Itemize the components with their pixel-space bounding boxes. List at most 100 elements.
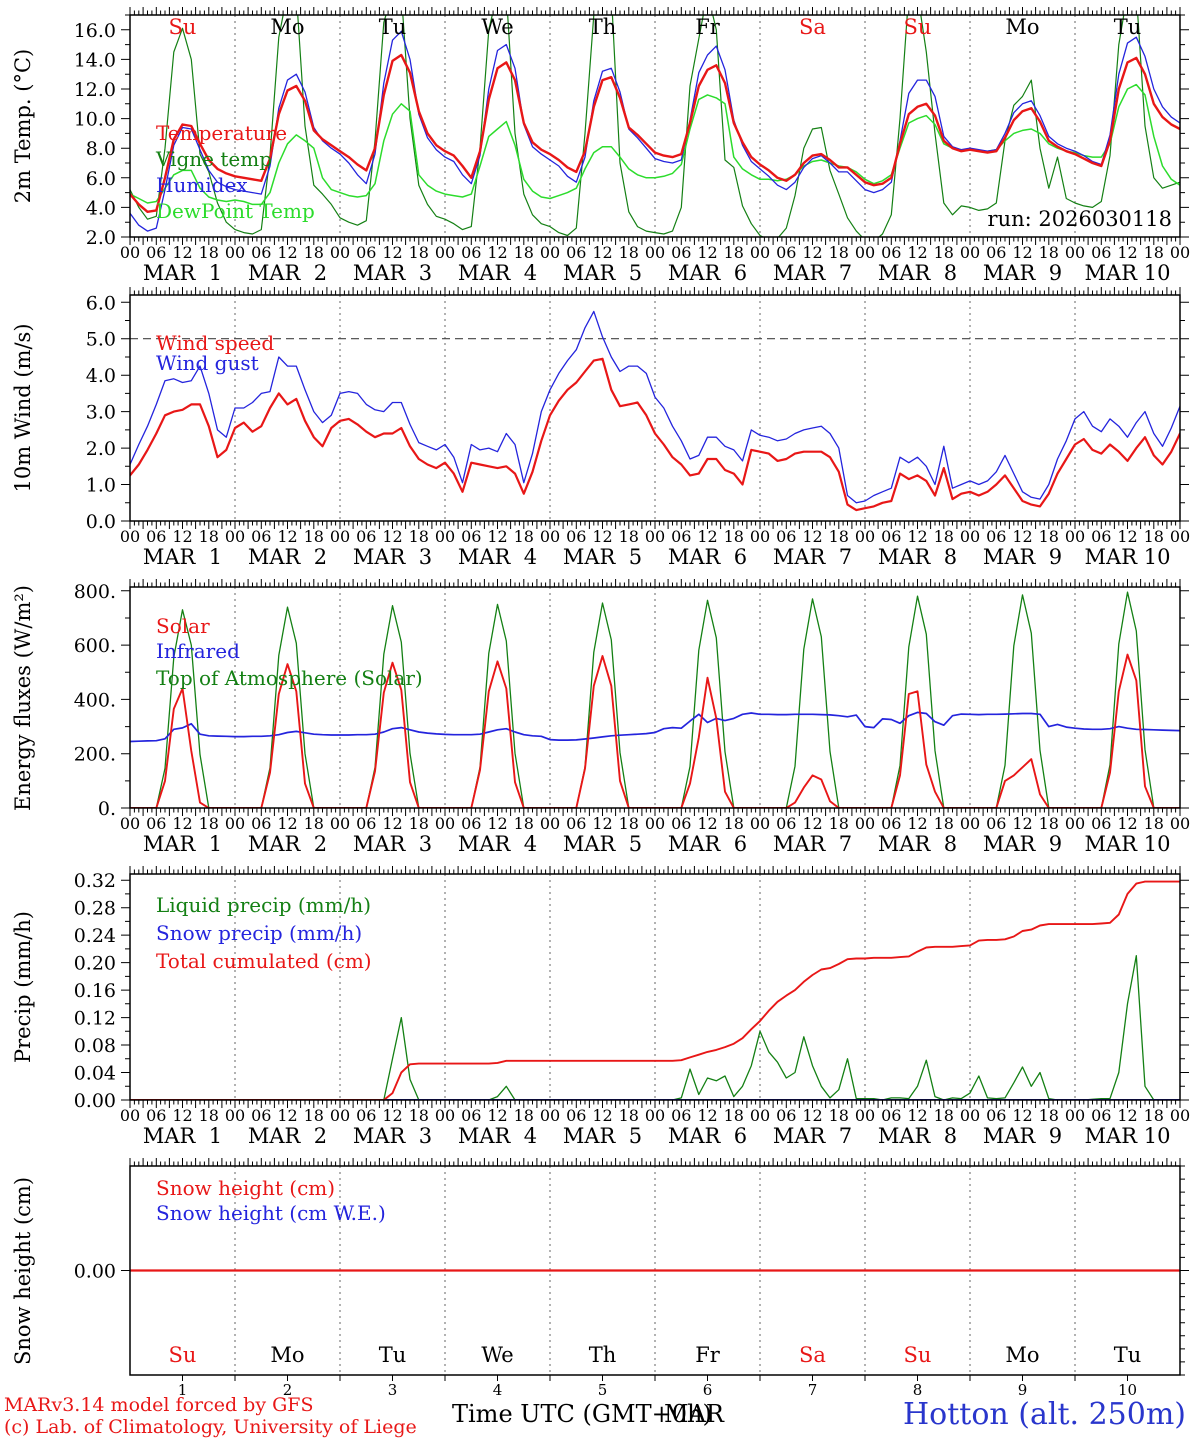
y-tick-label: 8.0 [86,138,116,160]
y-tick-label: 3.0 [86,402,116,424]
hour-label: 18 [829,527,849,546]
hour-label: 00 [750,814,770,833]
month-axis-label: MAR [664,1400,725,1428]
series-solar [130,653,1180,808]
y-tick-label: 0.00 [74,1261,116,1283]
x-ticks-top [129,287,1181,295]
hour-label: 06 [566,814,586,833]
hour-label-final: 00 [1170,814,1190,833]
date-label: MAR 4 [458,545,537,569]
hour-label: 06 [251,243,271,262]
hour-label: 06 [776,527,796,546]
y-tick-label: 12.0 [74,79,116,101]
hour-label: 12 [592,527,612,546]
hour-label: 06 [1091,814,1111,833]
y-tick-label: 0.04 [74,1063,116,1085]
hour-label: 00 [330,814,350,833]
series-group-precip [130,880,1180,1100]
hour-label: 00 [960,1106,980,1125]
y-ticks [121,590,1189,809]
hour-label: 00 [855,243,875,262]
hour-label: 00 [1065,243,1085,262]
hour-label: 12 [382,527,402,546]
y-tick-label: 0.16 [74,980,116,1002]
date-label: MAR 9 [983,261,1062,285]
day-name-fr-5: Fr [695,1343,721,1367]
hour-label: 12 [907,243,927,262]
legend-precip-1: Snow precip (mm/h) [156,921,362,945]
hour-label: 18 [1039,243,1059,262]
date-label: MAR 10 [1085,832,1171,856]
hour-label: 18 [1039,1106,1059,1125]
hour-label: 12 [697,243,717,262]
hour-label: 18 [934,243,954,262]
y-axis-title-temperature: 2m Temp. (°C) [11,49,35,203]
hour-label: 06 [146,1106,166,1125]
day-name-su-0: Su [169,1343,197,1367]
day-name-sa-6: Sa [799,1343,826,1367]
hour-label: 18 [829,1106,849,1125]
hour-label: 12 [277,1106,297,1125]
hour-label: 18 [619,814,639,833]
date-label: MAR 2 [248,545,327,569]
run-label: run: 2026030118 [988,207,1172,231]
x-ticks-top [129,7,1181,15]
hour-label-final: 00 [1170,527,1190,546]
date-label: MAR 4 [458,832,537,856]
hour-label: 06 [461,243,481,262]
day-number: 10 [1118,1381,1137,1399]
y-tick-label: 2.0 [86,227,116,249]
date-label: MAR 5 [563,1124,642,1148]
day-number: 7 [808,1381,818,1399]
series-wind-speed [130,357,1180,512]
hour-label: 12 [382,243,402,262]
hour-label: 06 [356,1106,376,1125]
hour-label: 18 [199,527,219,546]
hour-label: 06 [881,243,901,262]
legend-temperature-0: Temperature [156,121,287,145]
day-name-tu-9: Tu [1114,1343,1142,1367]
y-tick-label: 200. [74,744,116,766]
hour-label: 06 [566,1106,586,1125]
hour-label: 18 [409,814,429,833]
hour-label: 18 [619,243,639,262]
hour-label: 12 [172,814,192,833]
hour-label: 06 [671,814,691,833]
hour-label: 18 [619,527,639,546]
date-label: MAR 2 [248,261,327,285]
hour-label: 12 [802,527,822,546]
hour-label: 00 [1065,814,1085,833]
hour-label: 12 [592,1106,612,1125]
hour-label: 12 [487,243,507,262]
hour-label: 00 [855,527,875,546]
hour-label: 06 [461,1106,481,1125]
hour-label: 12 [697,1106,717,1125]
hour-label: 12 [172,527,192,546]
day-name-we-3: We [481,15,513,39]
day-name-su-7: Su [904,15,932,39]
hour-label: 06 [881,527,901,546]
hour-label: 00 [645,1106,665,1125]
y-tick-label: 6.0 [86,292,116,314]
hour-label: 00 [645,814,665,833]
day-number: 4 [493,1381,503,1399]
day-name-mo-8: Mo [1005,1343,1039,1367]
day-name-sa-6: Sa [799,15,826,39]
hour-label: 12 [487,814,507,833]
hour-label: 12 [1012,814,1032,833]
hour-label: 12 [487,527,507,546]
date-label: MAR 3 [353,261,432,285]
hour-label: 00 [645,527,665,546]
hour-label: 18 [724,814,744,833]
hour-label: 12 [277,527,297,546]
day-number: 6 [703,1381,713,1399]
date-label: MAR 5 [563,545,642,569]
hour-label: 18 [1144,814,1164,833]
y-tick-label: 4.0 [86,365,116,387]
hour-label: 18 [409,243,429,262]
legend-temperature-3: DewPoint Temp [156,199,315,223]
hour-label: 18 [1144,527,1164,546]
time-axis-label: Time UTC (GMT+0h) [452,1400,712,1428]
hour-label: 12 [802,814,822,833]
